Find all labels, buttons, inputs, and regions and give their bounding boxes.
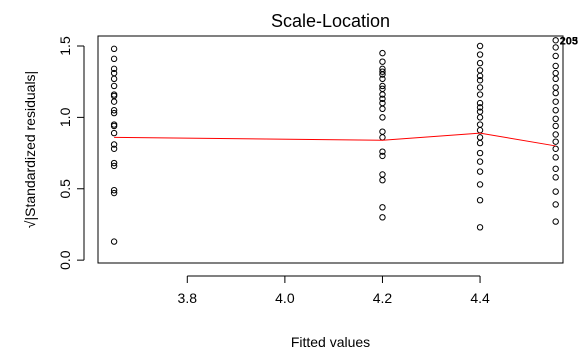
data-point [552, 37, 559, 44]
plot-area-frame [97, 35, 564, 264]
data-point [110, 145, 118, 152]
data-point [110, 159, 118, 167]
data-point [552, 188, 559, 195]
data-point [476, 51, 484, 58]
data-point [379, 68, 386, 75]
scatter-points [110, 37, 559, 245]
data-point [110, 98, 118, 105]
data-point [476, 134, 484, 141]
point-label: 203 [560, 35, 578, 47]
data-point [552, 165, 559, 172]
data-point [379, 71, 386, 78]
x-axis: 3.8 4.0 4.2 4.4 [178, 275, 490, 306]
data-point [379, 134, 386, 141]
y-tick-label: 1.0 [57, 107, 73, 127]
data-point [476, 99, 484, 107]
y-axis: 0.0 0.5 1.0 1.5 [57, 36, 85, 270]
data-point [379, 176, 386, 184]
data-point [110, 238, 118, 245]
data-point [552, 44, 559, 51]
data-point [552, 107, 559, 114]
data-point [552, 131, 559, 138]
data-point [476, 121, 484, 128]
y-tick-label: 0.5 [57, 179, 73, 199]
data-point [476, 42, 484, 50]
data-point [379, 114, 386, 121]
data-point [552, 69, 559, 77]
data-point [110, 55, 118, 63]
data-point [379, 58, 386, 65]
data-point [552, 145, 559, 152]
data-point [552, 52, 559, 60]
data-point [379, 105, 386, 113]
data-point [110, 82, 118, 90]
data-point [476, 104, 484, 111]
y-tick-label: 0.0 [57, 250, 73, 270]
data-point [379, 171, 386, 178]
data-point [476, 158, 484, 165]
data-point [379, 152, 386, 160]
x-tick-label: 4.4 [470, 290, 490, 306]
x-axis-label: Fitted values [291, 334, 370, 350]
data-point [379, 128, 386, 135]
data-point [552, 138, 559, 145]
data-point [476, 91, 484, 98]
chart-title: Scale-Location [271, 11, 390, 31]
data-point [110, 122, 118, 130]
data-point [552, 115, 559, 123]
data-point [110, 162, 118, 170]
data-point [379, 91, 386, 98]
data-point [552, 84, 559, 91]
data-point [110, 186, 118, 194]
data-point [379, 75, 386, 83]
data-point [476, 67, 484, 74]
data-point [552, 89, 559, 97]
data-point [552, 218, 559, 225]
data-point [552, 75, 559, 83]
data-point [379, 214, 386, 221]
data-point [379, 95, 386, 103]
data-point [110, 129, 118, 137]
data-point [476, 224, 484, 231]
data-point [379, 49, 386, 57]
data-point [110, 75, 118, 83]
y-axis-label: √|Standardized residuals| [22, 71, 38, 228]
data-point [476, 196, 484, 204]
point-label: 205 [560, 35, 578, 47]
data-point [476, 84, 484, 91]
y-tick-label: 1.5 [57, 36, 73, 56]
data-point [110, 65, 118, 73]
data-point [552, 98, 559, 105]
data-point [476, 149, 484, 157]
data-point [379, 82, 386, 90]
data-point [476, 77, 484, 84]
data-point [476, 127, 484, 134]
x-tick-label: 4.0 [275, 290, 295, 306]
data-point [552, 201, 559, 208]
data-point [110, 45, 118, 53]
data-point [552, 122, 559, 130]
data-point [476, 59, 484, 67]
data-point [552, 154, 559, 161]
data-point [379, 148, 386, 155]
data-point [552, 62, 559, 70]
data-point [110, 189, 118, 197]
data-point [110, 109, 118, 117]
data-point [110, 107, 118, 114]
data-point [476, 114, 484, 121]
x-tick-label: 3.8 [178, 290, 198, 306]
data-point [552, 174, 559, 181]
data-point [476, 139, 484, 147]
x-tick-label: 4.2 [373, 290, 393, 306]
data-point [476, 181, 484, 188]
data-point [476, 168, 484, 175]
smoothed-trend-line [114, 132, 556, 147]
data-point [110, 141, 118, 148]
data-point [379, 204, 386, 211]
data-point [476, 72, 484, 80]
